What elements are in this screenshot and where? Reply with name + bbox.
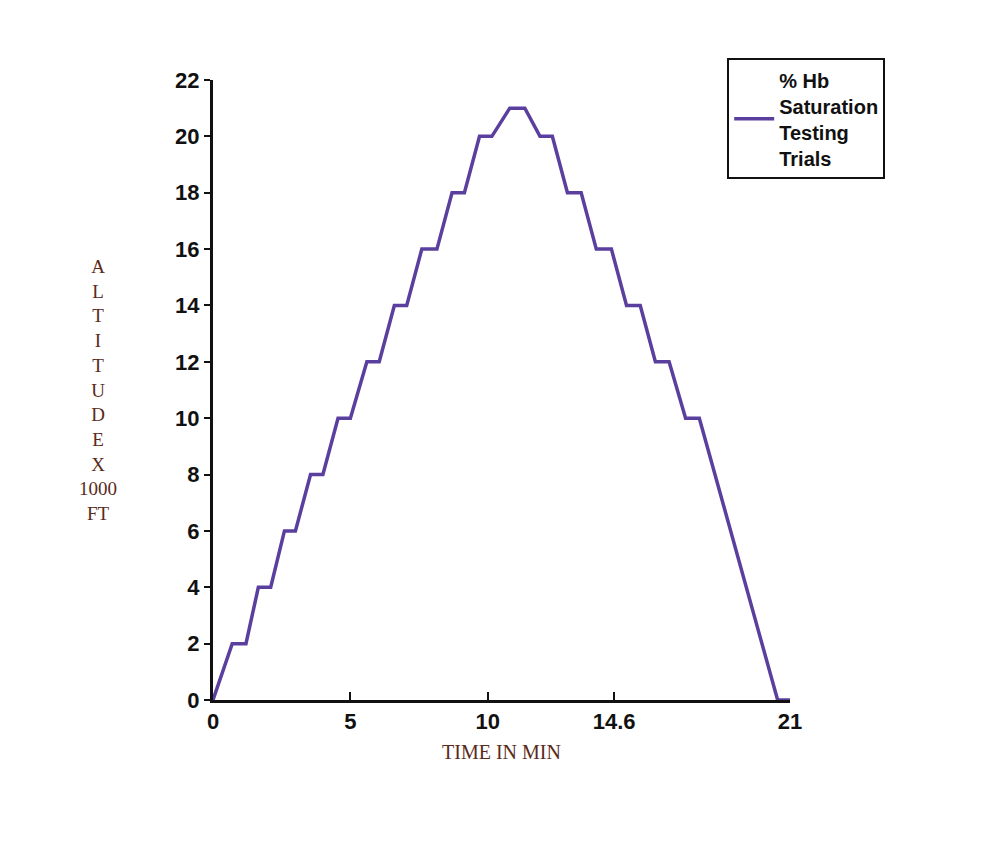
svg-text:14.6: 14.6 — [593, 709, 636, 734]
svg-text:10: 10 — [175, 406, 199, 431]
svg-text:16: 16 — [175, 237, 199, 262]
svg-text:% HbSaturationTestingTrials: % HbSaturationTestingTrials — [779, 70, 878, 170]
svg-text:21: 21 — [778, 709, 802, 734]
svg-text:20: 20 — [175, 124, 199, 149]
svg-text:14: 14 — [175, 293, 200, 318]
svg-text:10: 10 — [476, 709, 500, 734]
svg-text:ALTITUDEX1000FT: ALTITUDEX1000FT — [79, 256, 117, 524]
svg-text:0: 0 — [207, 709, 219, 734]
svg-text:8: 8 — [187, 462, 199, 487]
svg-text:18: 18 — [175, 180, 199, 205]
svg-text:6: 6 — [187, 519, 199, 544]
svg-text:5: 5 — [344, 709, 356, 734]
svg-text:12: 12 — [175, 350, 199, 375]
svg-text:0: 0 — [187, 688, 199, 713]
svg-text:TIME IN MIN: TIME IN MIN — [442, 741, 561, 763]
svg-text:4: 4 — [187, 575, 200, 600]
svg-text:2: 2 — [187, 631, 199, 656]
svg-text:22: 22 — [175, 68, 199, 93]
